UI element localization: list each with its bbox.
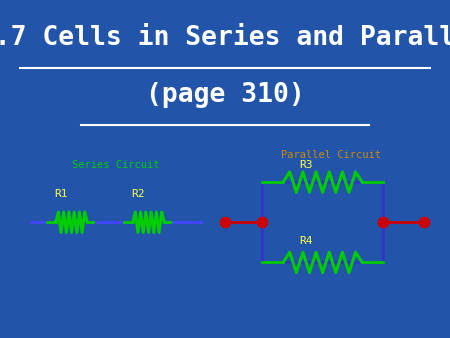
Point (380, 220, 387, 225)
Text: Series Circuit: Series Circuit (72, 160, 160, 170)
Text: R2: R2 (131, 189, 145, 199)
Point (222, 220, 229, 225)
Text: (page 310): (page 310) (146, 82, 304, 108)
Text: Parallel Circuit: Parallel Circuit (281, 150, 381, 161)
Point (258, 220, 265, 225)
Text: R4: R4 (300, 236, 313, 246)
Text: 10.7 Cells in Series and Parallel: 10.7 Cells in Series and Parallel (0, 25, 450, 51)
Point (420, 220, 427, 225)
Text: R3: R3 (300, 160, 313, 170)
Text: R1: R1 (55, 189, 68, 199)
